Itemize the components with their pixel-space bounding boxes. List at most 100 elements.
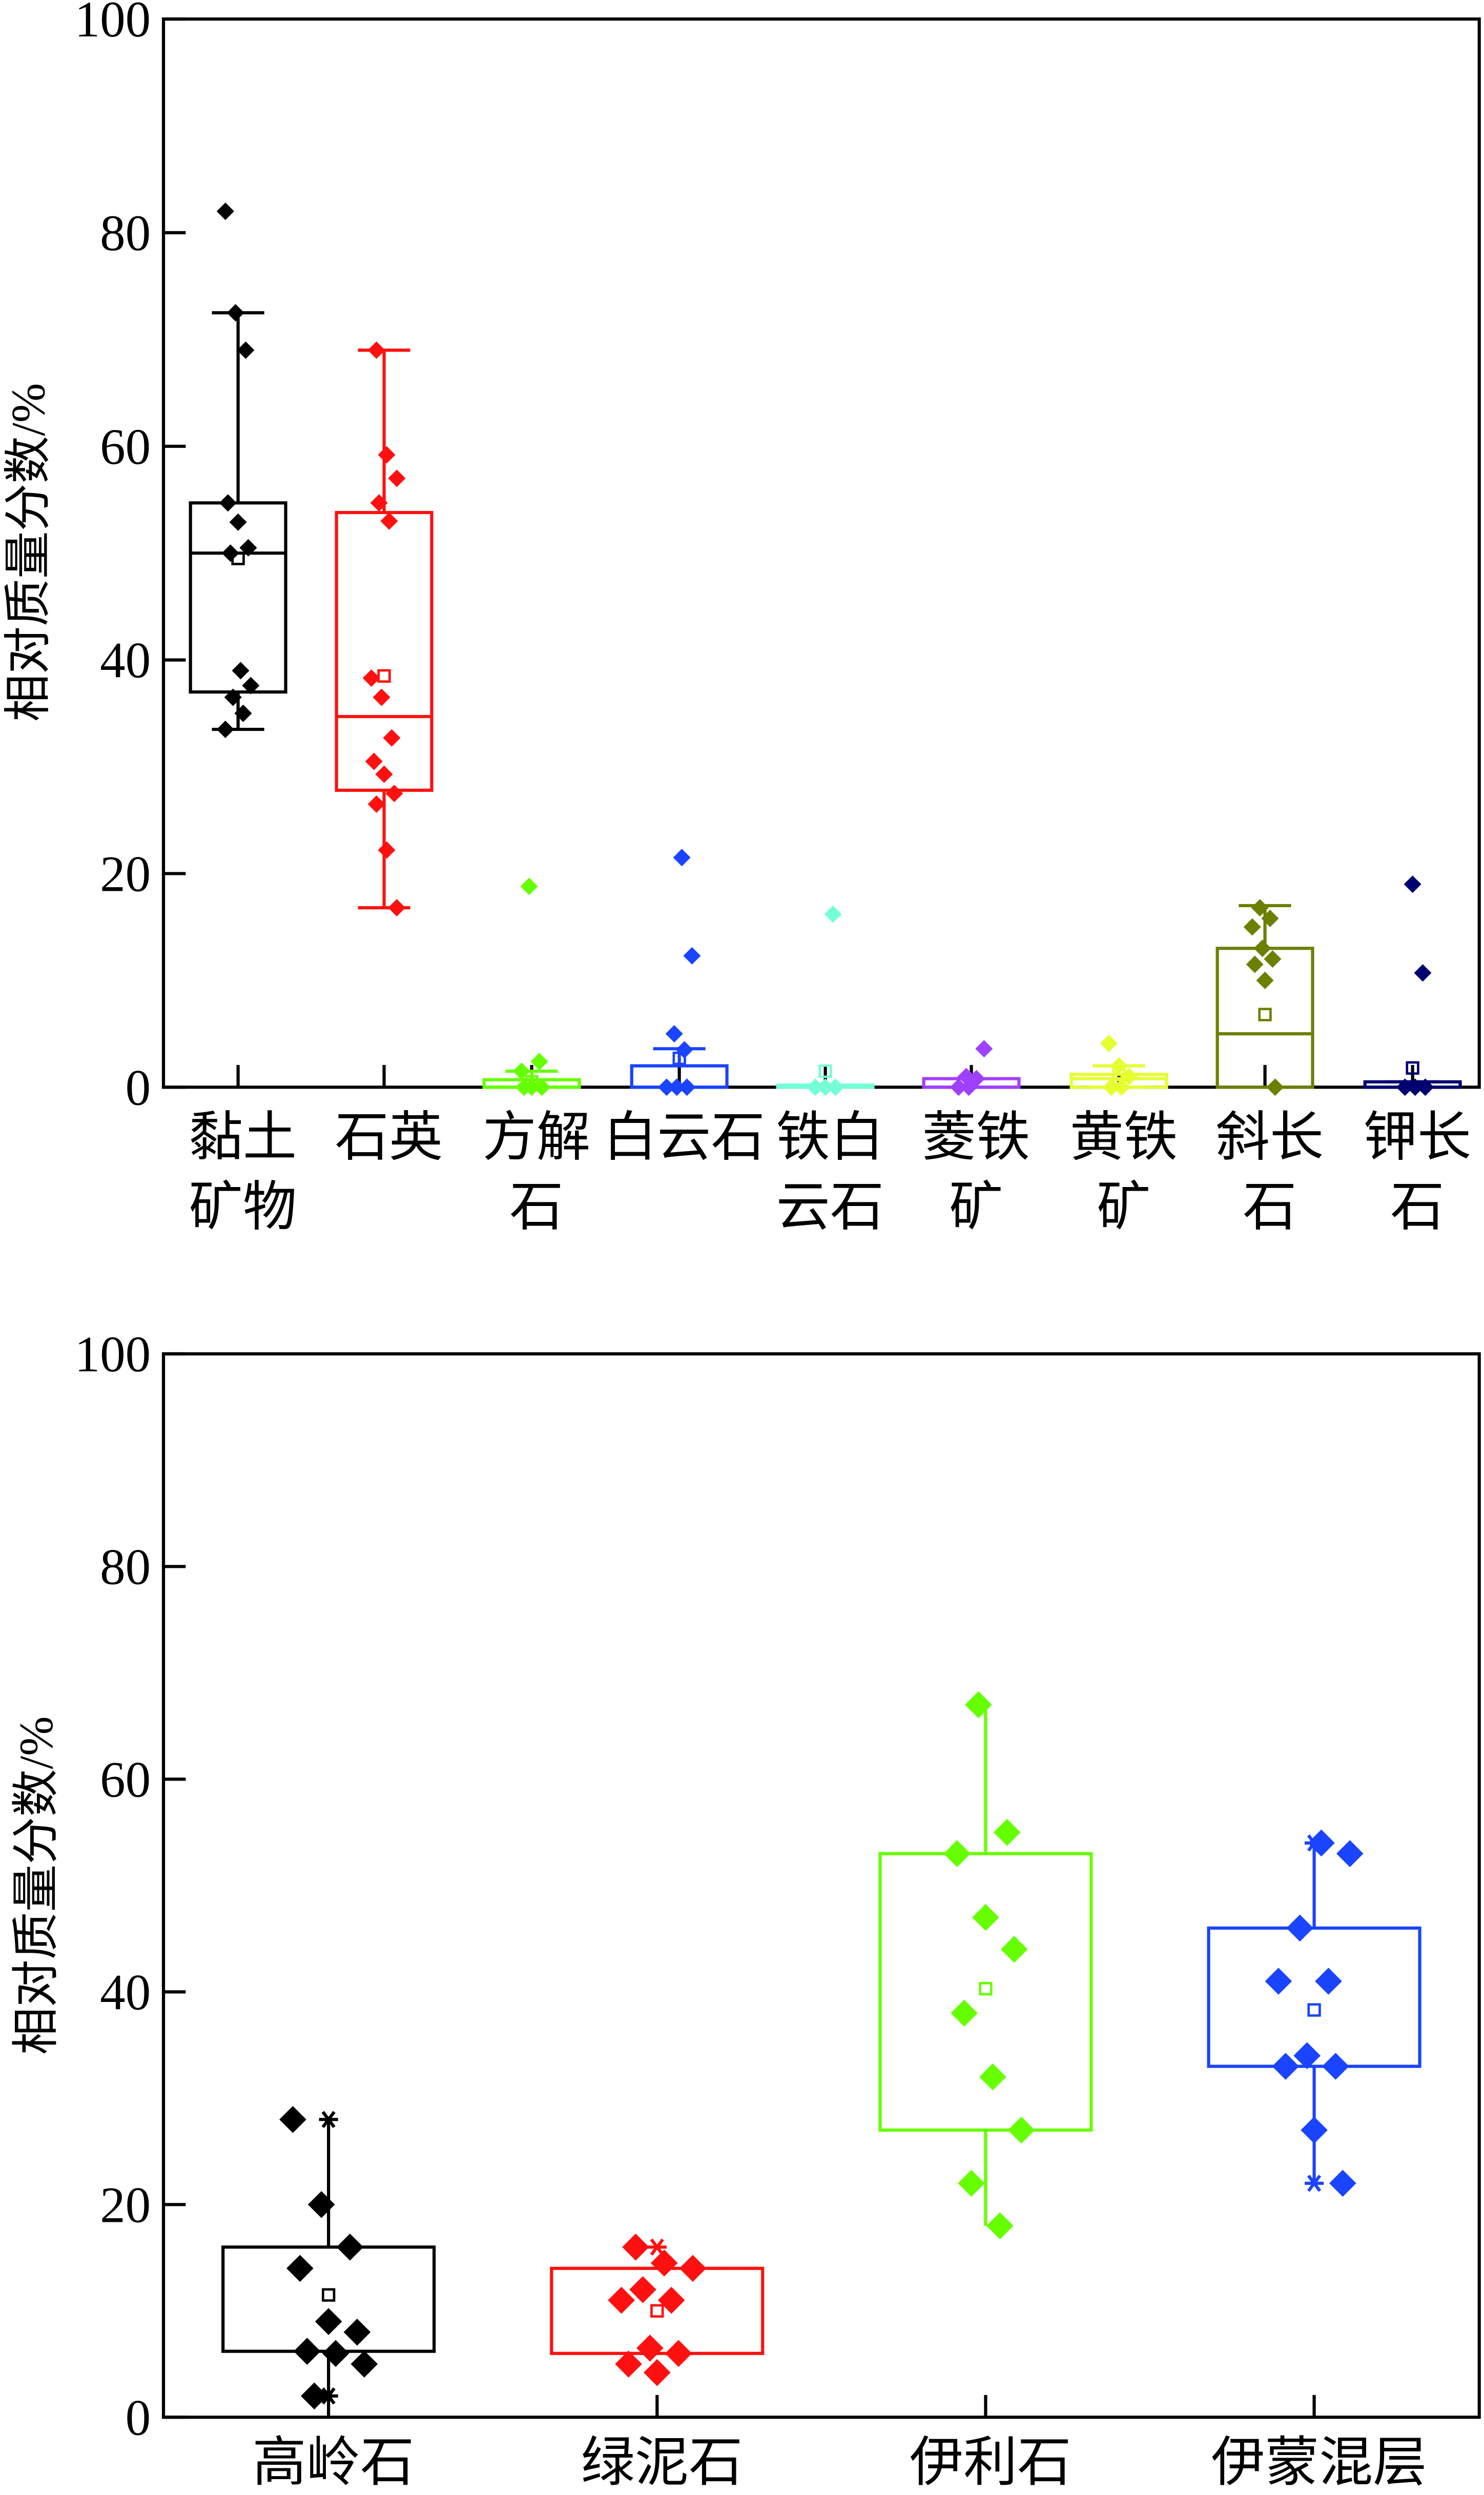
data-point xyxy=(1322,2053,1349,2080)
data-point xyxy=(951,1999,978,2027)
x-tick-label: 铁白 xyxy=(776,1107,884,1167)
y-tick-label: 60 xyxy=(100,1752,151,1808)
x-tick-label: 石 xyxy=(1243,1177,1296,1237)
y-tick-label: 100 xyxy=(75,0,151,48)
y-axis-label: 相对质量分数/% xyxy=(3,383,55,722)
x-tick-label: 高岭石 xyxy=(252,2432,414,2492)
extreme-marker xyxy=(1305,2175,1324,2192)
mean-marker xyxy=(1307,2003,1321,2017)
data-point xyxy=(373,688,390,706)
x-tick-label: 方解 xyxy=(483,1107,591,1167)
data-point xyxy=(1246,955,1264,973)
mean-marker xyxy=(650,2304,664,2318)
data-point xyxy=(816,1078,834,1096)
data-point xyxy=(1286,1914,1314,1942)
mean-marker xyxy=(321,2288,336,2302)
x-tick-label: 钾长 xyxy=(1364,1107,1472,1167)
data-point xyxy=(383,729,401,747)
category-group: 方解石 xyxy=(482,877,591,1237)
x-tick-label: 伊蒙混层 xyxy=(1211,2432,1427,2492)
mean-marker xyxy=(1258,1008,1272,1021)
extreme-marker xyxy=(319,2111,338,2129)
data-point xyxy=(1301,2116,1328,2144)
data-point xyxy=(286,2255,314,2282)
data-point xyxy=(351,2350,378,2378)
y-tick-label: 40 xyxy=(100,1965,151,2020)
data-point xyxy=(950,1078,967,1096)
box xyxy=(189,501,287,694)
box xyxy=(550,2266,765,2355)
extreme-marker xyxy=(647,2364,667,2381)
x-tick-label: 伊利石 xyxy=(910,2432,1071,2492)
data-point xyxy=(300,2382,328,2410)
mean-marker xyxy=(818,1064,832,1078)
box xyxy=(1207,1926,1421,2068)
data-point xyxy=(965,1691,992,1719)
data-point xyxy=(1396,1078,1414,1096)
data-point xyxy=(1007,2116,1035,2144)
data-point xyxy=(234,704,252,722)
category-group: 斜长石 xyxy=(1215,899,1324,1237)
data-point xyxy=(673,849,691,867)
data-point xyxy=(1315,1968,1342,1995)
x-tick-label: 矿 xyxy=(1097,1177,1150,1237)
data-point xyxy=(657,1078,675,1096)
data-point xyxy=(226,304,244,322)
data-point xyxy=(515,1078,533,1096)
data-point xyxy=(388,469,406,487)
extreme-marker xyxy=(319,2387,338,2405)
category-group: 白云石 xyxy=(603,849,765,1167)
data-point xyxy=(958,2170,985,2197)
category-group: 伊利石 xyxy=(878,1691,1093,2492)
data-point xyxy=(307,2191,335,2218)
data-point xyxy=(229,513,247,531)
y-tick-label: 60 xyxy=(100,419,151,475)
y-tick-label: 0 xyxy=(126,2390,151,2446)
data-point xyxy=(322,2340,349,2367)
x-tick-label: 石 xyxy=(1390,1177,1444,1237)
y-tick-label: 0 xyxy=(126,1060,151,1116)
data-point xyxy=(520,877,538,895)
box xyxy=(335,510,434,792)
data-point xyxy=(679,2255,707,2282)
data-point xyxy=(315,2308,342,2335)
extreme-marker xyxy=(1305,1834,1324,1852)
x-tick-label: 矿 xyxy=(949,1177,1003,1237)
data-point xyxy=(336,2233,364,2261)
data-point xyxy=(367,795,385,813)
data-point xyxy=(665,2340,692,2367)
y-tick-label: 80 xyxy=(100,206,151,261)
x-tick-label: 绿泥石 xyxy=(581,2432,743,2492)
category-group: 钾长石 xyxy=(1363,875,1472,1237)
data-point xyxy=(380,512,398,530)
x-tick-label: 云石 xyxy=(776,1177,884,1237)
category-group: 高岭石 xyxy=(221,2106,436,2492)
data-point xyxy=(224,688,242,706)
y-tick-label: 20 xyxy=(100,846,151,902)
x-tick-label: 黏土 xyxy=(189,1107,297,1167)
data-point xyxy=(943,1840,971,1867)
data-point xyxy=(1256,971,1274,989)
data-point xyxy=(343,2318,371,2346)
data-point xyxy=(388,899,406,917)
x-tick-label: 石英 xyxy=(335,1107,443,1167)
x-tick-label: 白云石 xyxy=(603,1107,765,1167)
mean-marker xyxy=(377,669,391,683)
data-point xyxy=(216,721,234,739)
data-point xyxy=(622,2233,649,2261)
extreme-marker xyxy=(647,2238,667,2256)
data-point xyxy=(365,752,383,770)
data-point xyxy=(1336,1840,1364,1867)
data-point xyxy=(1266,1078,1284,1096)
data-point xyxy=(239,539,257,557)
plot-frame xyxy=(161,1352,1481,2419)
data-point xyxy=(1000,1936,1028,1963)
mean-marker xyxy=(979,1981,993,1996)
box xyxy=(221,2245,436,2353)
data-point xyxy=(1261,909,1279,927)
data-point xyxy=(375,765,393,783)
data-point xyxy=(1416,1078,1434,1096)
